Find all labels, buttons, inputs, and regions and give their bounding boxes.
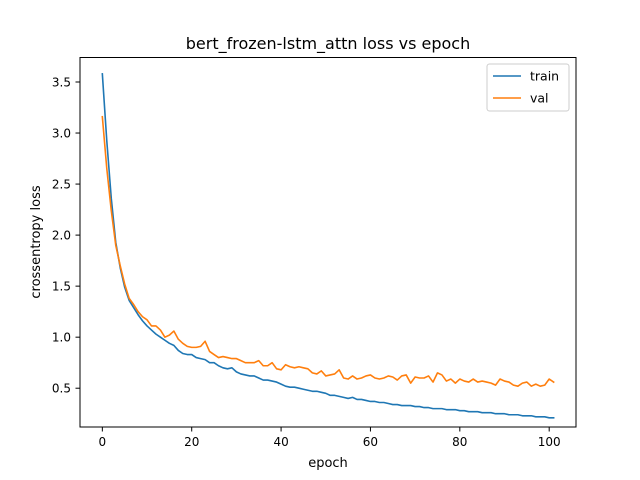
x-tick-label: 0	[99, 435, 107, 449]
axes-frame	[79, 57, 577, 428]
y-axis-label: crossentropy loss	[29, 185, 44, 298]
legend-label-val: val	[530, 91, 549, 106]
x-tick-label: 20	[184, 435, 199, 449]
x-tick-label: 60	[363, 435, 378, 449]
y-tick-label: 2.5	[52, 178, 71, 192]
y-tick-label: 2.0	[52, 229, 71, 243]
x-tick-label: 40	[273, 435, 288, 449]
legend: train val	[486, 63, 570, 112]
legend-label-train: train	[530, 69, 559, 84]
y-tick-label: 1.5	[52, 280, 71, 294]
series-line-train	[101, 72, 555, 419]
y-tick-label: 3.5	[52, 75, 71, 89]
y-tick-label: 3.0	[52, 127, 71, 141]
x-axis-label: epoch	[308, 456, 348, 471]
series-line-val	[101, 115, 555, 387]
y-tick-label: 1.0	[52, 331, 71, 345]
x-tick-label: 80	[452, 435, 467, 449]
series-layer	[101, 72, 555, 419]
chart-title: bert_frozen-lstm_attn loss vs epoch	[186, 34, 470, 54]
x-tick-label: 100	[538, 435, 561, 449]
y-axis-ticks: 0.5 1.0 1.5 2.0 2.5 3.0 3.5	[52, 75, 80, 396]
x-axis-ticks: 0 20 40 60 80 100	[99, 427, 561, 449]
y-tick-label: 0.5	[52, 382, 71, 396]
